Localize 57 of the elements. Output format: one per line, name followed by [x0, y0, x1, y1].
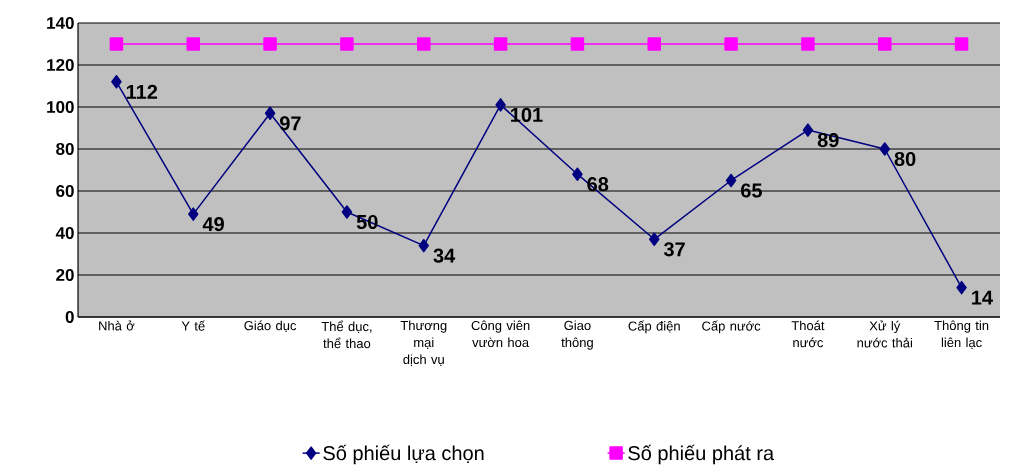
point	[418, 238, 430, 253]
point	[725, 173, 737, 188]
x-tick-label: Cấp nước	[702, 320, 761, 334]
data-label: 65	[741, 183, 762, 198]
data-label: 37	[663, 242, 685, 257]
x-tick-label: Y tế	[181, 320, 205, 331]
data-label: 34	[433, 248, 456, 263]
point	[954, 37, 969, 51]
point	[802, 123, 814, 137]
point	[879, 142, 890, 156]
x-tick-label: Thương mại dịch vụ	[400, 320, 447, 366]
x-tick-label: Giáo dục	[244, 320, 297, 333]
point	[188, 207, 199, 221]
point	[341, 205, 353, 219]
point	[111, 75, 122, 89]
point	[109, 37, 124, 51]
point	[724, 37, 738, 51]
point	[956, 280, 967, 295]
y-tick-label: 60	[56, 184, 74, 198]
y-tick-label: 120	[47, 58, 74, 72]
y-tick-label: 140	[47, 16, 74, 30]
point	[570, 37, 585, 51]
point	[801, 37, 815, 51]
data-label: 89	[817, 133, 839, 148]
data-label: 49	[202, 217, 224, 232]
point	[495, 98, 506, 112]
point	[572, 167, 583, 181]
y-tick-label: 80	[56, 142, 74, 156]
point	[340, 37, 354, 51]
point	[417, 37, 431, 51]
point	[264, 106, 276, 121]
x-tick-label: Xử lý nước thải	[857, 320, 912, 348]
point	[878, 37, 892, 51]
y-tick-label: 100	[47, 100, 74, 114]
point	[647, 37, 661, 51]
y-tick-label: 0	[65, 310, 74, 324]
data-label: 14	[972, 290, 993, 305]
legend-label: Số phiếu lựa chọn	[323, 444, 484, 465]
y-tick-label: 40	[55, 226, 74, 240]
point	[263, 37, 277, 51]
x-tick-label: Nhà ở	[99, 320, 135, 331]
x-tick-label: Thông tin liên lạc	[934, 320, 989, 349]
data-label: 97	[279, 116, 301, 131]
data-label: 68	[587, 177, 609, 192]
y-tick-label: 20	[56, 268, 74, 282]
x-tick-label: Cấp điện	[628, 320, 680, 334]
x-tick-label: Thể dục, thể thao	[321, 320, 372, 349]
data-label: 80	[894, 151, 916, 167]
point	[493, 37, 508, 51]
x-tick-label: Công viên vườn hoa	[471, 320, 530, 348]
data-label: 101	[511, 107, 543, 122]
legend-label: Số phiếu phát ra	[628, 444, 775, 465]
point	[186, 37, 201, 51]
point	[649, 232, 660, 247]
data-label: 112	[126, 84, 158, 99]
x-tick-label: Thoát nước	[791, 320, 825, 348]
x-tick-label: Giao thông	[561, 320, 593, 350]
